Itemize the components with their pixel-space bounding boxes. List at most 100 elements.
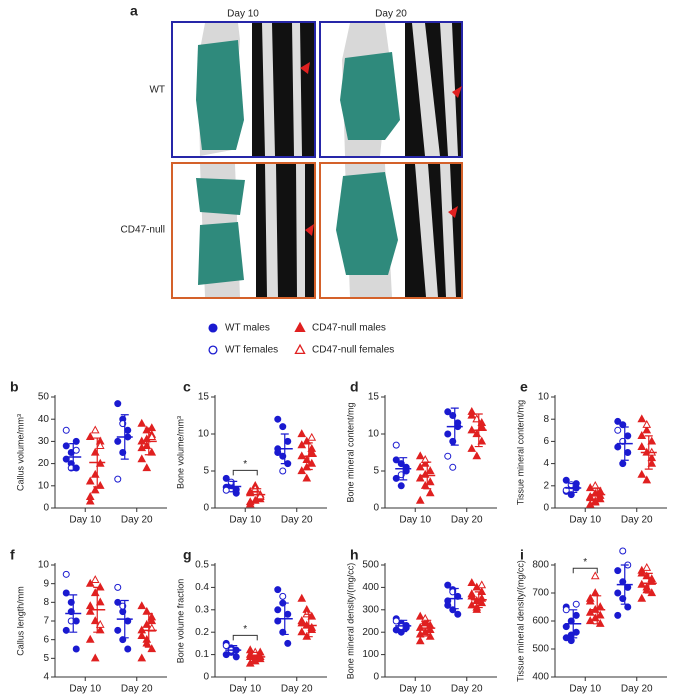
data-point <box>85 606 95 615</box>
data-point <box>114 475 122 483</box>
data-point <box>284 639 292 647</box>
x-tick-label: Day 20 <box>121 684 153 695</box>
data-point <box>624 449 632 456</box>
data-point <box>392 474 400 482</box>
y-tick-label: 0 <box>203 672 209 683</box>
y-axis-label: Bone volume fraction <box>175 579 185 664</box>
sd-whisker <box>69 594 78 633</box>
y-tick-label: 0.3 <box>195 604 209 615</box>
data-point <box>467 600 477 609</box>
y-axis-label: Tissue mineral density/(mg/cc) <box>515 560 525 682</box>
data-point <box>467 578 477 587</box>
legend-marker <box>208 323 218 333</box>
data-point <box>614 567 622 575</box>
data-point <box>572 611 580 619</box>
sd-whisker <box>569 609 578 639</box>
data-point <box>142 463 152 472</box>
y-tick-label: 30 <box>38 436 50 447</box>
panel-letter: f <box>10 547 15 563</box>
data-point <box>637 414 647 423</box>
y-tick-label: 0.4 <box>195 582 209 593</box>
x-tick-label: Day 20 <box>621 684 653 695</box>
data-point <box>392 441 400 449</box>
y-tick-label: 500 <box>532 644 549 655</box>
significance-label: * <box>243 624 247 635</box>
data-point <box>302 473 312 482</box>
y-tick-label: 0.1 <box>195 649 209 660</box>
y-tick-label: 40 <box>38 414 50 425</box>
significance-label: * <box>583 557 587 568</box>
panel-letter: e <box>520 379 528 395</box>
data-point <box>637 469 647 478</box>
data-point <box>85 578 95 587</box>
data-point <box>477 580 487 589</box>
y-tick-label: 2 <box>543 480 549 491</box>
x-tick-label: Day 10 <box>399 684 431 695</box>
data-point <box>85 634 95 643</box>
y-tick-label: 10 <box>38 480 50 491</box>
x-tick-label: Day 10 <box>69 684 101 695</box>
significance-bracket <box>232 469 258 476</box>
sd-whisker <box>593 487 602 502</box>
sd-whisker <box>620 564 629 605</box>
data-point <box>647 458 657 467</box>
data-point <box>137 631 147 640</box>
significance-label: * <box>243 459 247 470</box>
y-tick-label: 9 <box>43 578 49 589</box>
data-point <box>297 593 307 602</box>
panel-letter: a <box>130 3 138 19</box>
data-point <box>222 486 230 494</box>
y-tick-label: 0 <box>373 672 379 683</box>
data-point <box>62 442 70 450</box>
data-point <box>477 436 487 445</box>
data-point <box>619 547 627 555</box>
significance-bracket <box>232 634 258 641</box>
y-axis-label: Bone mineral content/mg <box>345 402 355 502</box>
x-tick-label: Day 20 <box>281 515 313 526</box>
y-tick-label: 0.5 <box>195 560 209 571</box>
x-tick-label: Day 20 <box>281 684 313 695</box>
data-point <box>637 568 647 577</box>
data-point <box>279 467 287 475</box>
data-point <box>449 463 457 471</box>
data-point <box>392 617 400 625</box>
data-point <box>137 653 147 662</box>
sd-whisker <box>253 488 262 502</box>
data-point <box>62 626 70 634</box>
x-tick-label: Day 10 <box>569 515 601 526</box>
y-axis-label: Callus length/mm <box>15 586 25 656</box>
data-point <box>562 606 570 614</box>
y-tick-label: 10 <box>38 560 50 571</box>
legend-label: WT males <box>225 323 270 334</box>
data-point <box>72 645 80 653</box>
data-point <box>307 432 317 441</box>
data-point <box>274 606 282 614</box>
data-point <box>642 475 652 484</box>
x-tick-label: Day 20 <box>121 515 153 526</box>
column-label: Day 10 <box>227 9 259 20</box>
y-tick-label: 15 <box>198 392 210 403</box>
data-point <box>647 574 657 583</box>
x-tick-label: Day 20 <box>451 684 483 695</box>
data-point <box>307 447 317 456</box>
row-label: WT <box>149 85 165 96</box>
y-tick-label: 400 <box>532 672 549 683</box>
data-point <box>614 426 622 434</box>
data-point <box>124 645 132 653</box>
sd-whisker <box>229 645 238 656</box>
sd-whisker <box>644 572 653 594</box>
sd-whisker <box>120 414 129 460</box>
y-tick-label: 8 <box>43 597 49 608</box>
data-point <box>114 437 122 445</box>
sd-whisker <box>450 407 459 446</box>
data-point <box>95 625 105 634</box>
data-point <box>614 611 622 619</box>
legend-marker <box>294 321 306 333</box>
sd-whisker <box>144 612 153 648</box>
sd-whisker <box>93 586 102 633</box>
data-point <box>124 426 132 434</box>
data-point <box>590 588 600 597</box>
sd-whisker <box>474 591 483 609</box>
data-point <box>642 562 652 571</box>
